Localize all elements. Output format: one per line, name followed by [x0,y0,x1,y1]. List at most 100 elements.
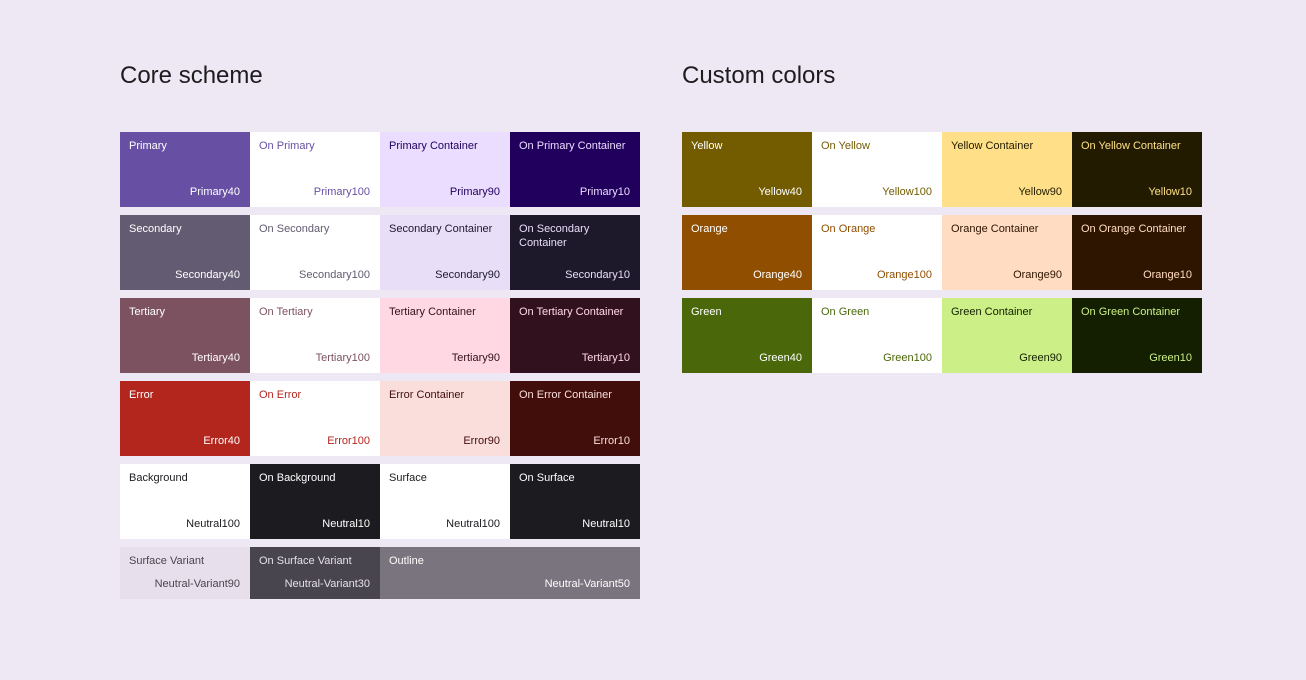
swatch-tone: Tertiary100 [315,352,370,364]
swatch-tone: Tertiary40 [191,352,240,364]
color-swatch-on-yellow-container: On Yellow Container Yellow10 [1072,132,1202,207]
swatch-name: On Primary [259,140,315,152]
color-swatch-background: Background Neutral100 [120,464,250,539]
color-swatch-error-container: Error Container Error90 [380,381,510,456]
color-swatch-on-primary: On Primary Primary100 [250,132,380,207]
swatch-name: Orange [691,223,728,235]
swatch-name: Yellow Container [951,140,1034,152]
color-swatch-error: Error Error40 [120,381,250,456]
swatch-tone: Error100 [327,435,370,447]
color-swatch-on-tertiary: On Tertiary Tertiary100 [250,298,380,373]
color-swatch-orange-container: Orange Container Orange90 [942,215,1072,290]
swatch-tone: Orange100 [876,269,932,281]
swatch-tone: Neutral10 [322,518,370,530]
swatch-name: Tertiary [129,306,166,318]
color-swatch-on-primary-container: On Primary Container Primary10 [510,132,640,207]
color-swatch-on-background: On Background Neutral10 [250,464,380,539]
swatch-name: Surface [389,472,427,484]
color-swatch-on-secondary-container: On Secondary Container Secondary10 [510,215,640,290]
swatch-tone: Primary100 [313,186,370,198]
swatch-tone: Yellow100 [882,186,932,198]
swatch-name: Outline [389,555,424,567]
swatch-name: On Yellow Container [1081,140,1181,152]
swatch-tone: Primary40 [189,186,240,198]
swatch-tone: Green90 [1019,352,1062,364]
color-swatch-green-container: Green Container Green90 [942,298,1072,373]
swatch-tone: Green10 [1149,352,1192,364]
swatch-tone: Secondary10 [565,269,630,281]
swatch-tone: Secondary40 [175,269,240,281]
color-swatch-on-error: On Error Error100 [250,381,380,456]
swatch-tone: Yellow10 [1148,186,1192,198]
swatch-name: Primary [129,140,167,152]
swatch-name: On Background [259,472,336,484]
color-swatch-on-secondary: On Secondary Secondary100 [250,215,380,290]
color-swatch-tertiary-container: Tertiary Container Tertiary90 [380,298,510,373]
swatch-name: On Orange [821,223,876,235]
swatch-tone: Secondary100 [299,269,370,281]
swatch-tone: Neutral100 [446,518,500,530]
swatch-name: Secondary [129,223,182,235]
color-swatch-outline: Outline Neutral-Variant50 [380,547,640,599]
swatch-name: On Yellow [821,140,870,152]
swatch-tone: Green40 [759,352,802,364]
color-swatch-tertiary: Tertiary Tertiary40 [120,298,250,373]
swatch-name: On Error [259,389,302,401]
swatch-name: Secondary Container [389,223,493,235]
color-swatch-on-green-container: On Green Container Green10 [1072,298,1202,373]
swatch-name: Orange Container [951,223,1039,235]
color-swatch-orange: Orange Orange40 [682,215,812,290]
color-swatch-surface-variant: Surface Variant Neutral-Variant90 [120,547,250,599]
swatch-tone: Neutral-Variant30 [284,578,370,590]
swatch-name: Yellow [691,140,723,152]
swatch-tone: Orange40 [753,269,802,281]
swatch-name: On Secondary [259,223,330,235]
color-swatch-on-orange-container: On Orange Container Orange10 [1072,215,1202,290]
color-swatch-secondary-container: Secondary Container Secondary90 [380,215,510,290]
swatch-name: Background [129,472,188,484]
color-swatch-on-surface: On Surface Neutral10 [510,464,640,539]
color-swatch-on-orange: On Orange Orange100 [812,215,942,290]
swatch-tone: Error10 [593,435,630,447]
color-swatch-on-yellow: On Yellow Yellow100 [812,132,942,207]
swatch-name: Green [691,306,722,318]
swatch-tone: Neutral-Variant50 [544,578,630,590]
swatch-name: On Error Container [519,389,612,401]
swatch-name: On Tertiary [259,306,313,318]
color-swatch-green: Green Green40 [682,298,812,373]
swatch-tone: Orange10 [1143,269,1192,281]
color-swatch-yellow: Yellow Yellow40 [682,132,812,207]
color-swatch-primary-container: Primary Container Primary90 [380,132,510,207]
swatch-name: Tertiary Container [389,306,476,318]
swatch-name: On Tertiary Container [519,306,624,318]
swatch-name: On Primary Container [519,140,626,152]
color-swatch-surface: Surface Neutral100 [380,464,510,539]
color-swatch-primary: Primary Primary40 [120,132,250,207]
swatch-tone: Tertiary90 [451,352,500,364]
swatch-tone: Primary10 [579,186,630,198]
swatch-tone: Orange90 [1013,269,1062,281]
swatch-name: Error Container [389,389,465,401]
swatch-tone: Primary90 [449,186,500,198]
swatch-name: Error [129,389,154,401]
swatch-tone: Neutral100 [186,518,240,530]
swatch-tone: Tertiary10 [581,352,630,364]
swatch-name: On Orange Container [1081,223,1187,235]
swatch-name: On Green Container [1081,306,1181,318]
swatch-tone: Secondary90 [435,269,500,281]
swatch-tone: Neutral-Variant90 [154,578,240,590]
swatch-name: Primary Container [389,140,478,152]
color-swatch-on-green: On Green Green100 [812,298,942,373]
custom-colors-grid: Yellow Yellow40 On Yellow Yellow100 Yellow C… [682,132,1202,373]
swatch-name: Surface Variant [129,555,205,567]
swatch-tone: Yellow90 [1018,186,1062,198]
swatch-name: On Green [821,306,870,318]
swatch-tone: Neutral10 [582,518,630,530]
swatch-tone: Yellow40 [758,186,802,198]
custom-colors-title: Custom colors [682,62,836,89]
swatch-name: On Surface Variant [259,555,352,567]
swatch-tone: Green100 [883,352,932,364]
color-swatch-on-tertiary-container: On Tertiary Container Tertiary10 [510,298,640,373]
color-swatch-on-surface-variant: On Surface Variant Neutral-Variant30 [250,547,380,599]
swatch-name: Green Container [951,306,1033,318]
